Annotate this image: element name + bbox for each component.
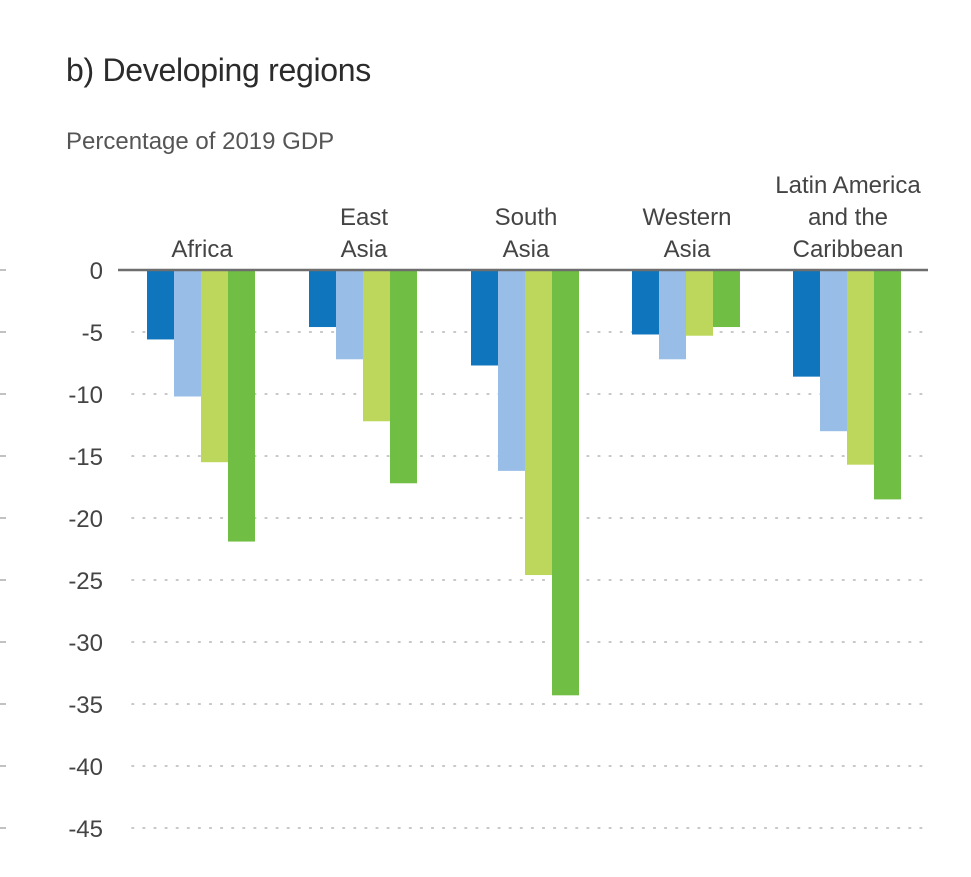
y-axis-label: Percentage of 2019 GDP bbox=[66, 128, 335, 155]
y-tick-label: -15 bbox=[68, 444, 103, 471]
y-tick-label: 0 bbox=[90, 258, 103, 285]
bar bbox=[390, 270, 417, 484]
category-label: South bbox=[495, 204, 558, 231]
category-label: Asia bbox=[503, 236, 550, 263]
bar bbox=[552, 270, 579, 696]
y-tick-label: -45 bbox=[68, 816, 103, 843]
bar bbox=[847, 270, 874, 465]
bar bbox=[228, 270, 255, 542]
bar bbox=[336, 270, 363, 360]
y-tick-label: -20 bbox=[68, 506, 103, 533]
category-label: Asia bbox=[664, 236, 711, 263]
y-tick-label: -30 bbox=[68, 630, 103, 657]
bar bbox=[147, 270, 174, 340]
bar bbox=[174, 270, 201, 397]
y-tick-label: -35 bbox=[68, 692, 103, 719]
bar bbox=[793, 270, 820, 377]
category-label: Caribbean bbox=[793, 236, 904, 263]
category-label: Western bbox=[643, 204, 732, 231]
bar bbox=[498, 270, 525, 471]
bar bbox=[309, 270, 336, 328]
category-label: and the bbox=[808, 204, 888, 231]
bar bbox=[525, 270, 552, 576]
category-label: Latin America bbox=[775, 172, 921, 199]
bar bbox=[659, 270, 686, 360]
category-label: East bbox=[340, 204, 388, 231]
bar bbox=[471, 270, 498, 366]
y-tick-label: -10 bbox=[68, 382, 103, 409]
y-tick-label: -40 bbox=[68, 754, 103, 781]
bar bbox=[632, 270, 659, 335]
y-tick-label: -25 bbox=[68, 568, 103, 595]
bar bbox=[686, 270, 713, 336]
bar bbox=[874, 270, 901, 500]
chart-title: b) Developing regions bbox=[66, 52, 371, 88]
category-label: Asia bbox=[341, 236, 388, 263]
bar bbox=[201, 270, 228, 463]
bar bbox=[820, 270, 847, 432]
bar bbox=[363, 270, 390, 422]
category-label: Africa bbox=[171, 236, 233, 263]
y-tick-label: -5 bbox=[82, 320, 103, 347]
bar bbox=[713, 270, 740, 328]
